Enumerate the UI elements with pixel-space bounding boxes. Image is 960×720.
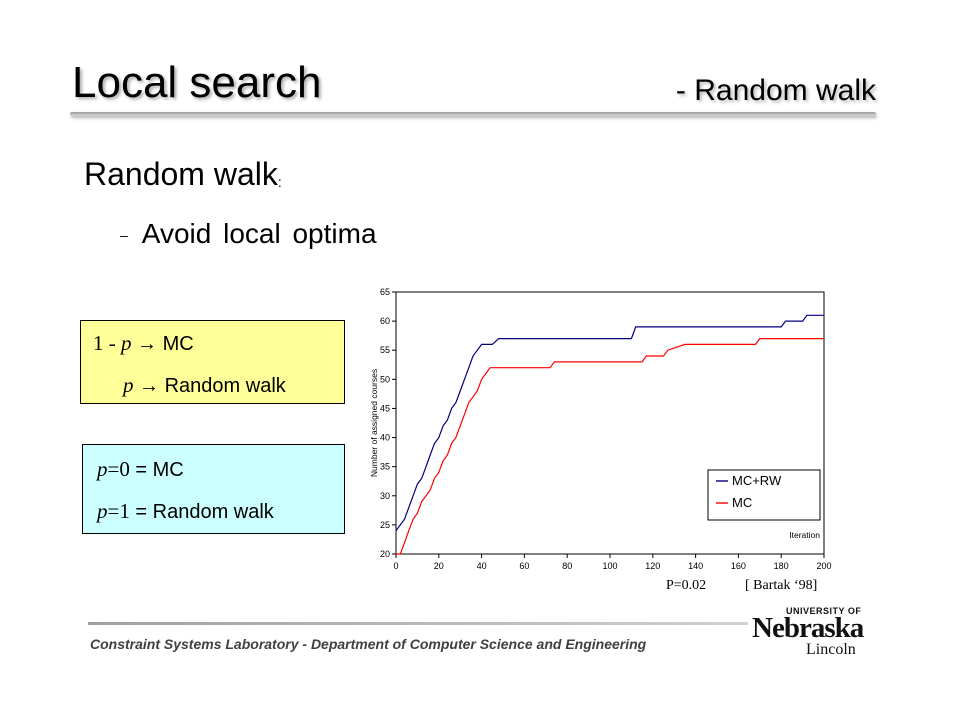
probability-caption: P=0.02 <box>666 578 707 593</box>
reference-caption: [ Bartak ‘98] <box>745 578 818 593</box>
prob-var-p: p <box>121 331 132 355</box>
y-tick-label: 45 <box>380 403 390 413</box>
ext-val-0: =0 <box>107 457 130 481</box>
prob-rw-label: → Random walk <box>133 375 286 397</box>
extremes-box: p=0 = MC p=1 = Random walk <box>82 444 345 534</box>
bullet-dash: – <box>120 227 128 243</box>
x-tick-label: 140 <box>688 561 703 571</box>
legend-label-0: MC+RW <box>732 473 782 488</box>
prob-mc-label: → MC <box>131 333 194 355</box>
y-tick-label: 25 <box>380 520 390 530</box>
series-line-1 <box>396 338 824 555</box>
probability-line-rw: p → Random walk <box>123 373 286 398</box>
y-tick-label: 50 <box>380 374 390 384</box>
section-heading-text: Random walk <box>84 156 278 192</box>
legend-box <box>707 469 821 521</box>
y-tick-label: 35 <box>380 462 390 472</box>
probability-box: 1 - p → MC p → Random walk <box>80 320 345 404</box>
bullet-text: Avoid local optima <box>141 218 377 249</box>
ext-mc-label: = MC <box>129 459 184 481</box>
series-line-0 <box>395 314 824 532</box>
bullet-item: – Avoid local optima <box>120 218 377 250</box>
x-tick-label: 180 <box>774 561 789 571</box>
x-tick-label: 100 <box>602 561 617 571</box>
y-axis-label: Number of assigned courses <box>369 369 379 477</box>
y-tick-label: 60 <box>380 316 390 326</box>
ext-var-p: p <box>97 457 108 481</box>
x-tick-label: 160 <box>731 561 746 571</box>
logo-university-text: UNIVERSITY OF <box>786 606 862 616</box>
x-tick-label: 40 <box>477 561 487 571</box>
slide-title: Local search <box>72 58 322 107</box>
x-tick-label: 60 <box>519 561 529 571</box>
slide-subtitle: - Random walk <box>675 74 876 107</box>
ext-val-1: =1 <box>107 499 130 523</box>
footer-lab-name: Constraint Systems Laboratory - Departme… <box>90 636 647 652</box>
y-tick-label: 65 <box>380 287 390 297</box>
title-divider <box>70 112 876 116</box>
x-tick-label: 20 <box>434 561 444 571</box>
y-tick-label: 20 <box>380 549 390 559</box>
university-logo: UNIVERSITY OF Nebraska Lincoln <box>752 606 864 658</box>
logo-campus-text: Lincoln <box>806 641 856 658</box>
y-tick-label: 55 <box>380 345 390 355</box>
x-tick-label: 80 <box>562 561 572 571</box>
logo-name-text: Nebraska <box>752 612 864 644</box>
prob-prefix: 1 - <box>93 331 121 355</box>
x-tick-label: 120 <box>645 561 660 571</box>
extreme-line-mc: p=0 = MC <box>97 457 184 482</box>
x-axis-label: Iteration <box>789 530 820 540</box>
ext-rw-label: = Random walk <box>129 501 274 523</box>
probability-line-mc: 1 - p → MC <box>93 331 194 356</box>
y-tick-label: 40 <box>380 433 390 443</box>
footer-divider <box>88 622 748 625</box>
y-tick-label: 30 <box>380 491 390 501</box>
section-heading: Random walk: <box>84 156 282 193</box>
extreme-line-rw: p=1 = Random walk <box>97 499 274 524</box>
section-heading-colon: : <box>277 174 282 190</box>
x-tick-label: 200 <box>816 561 831 571</box>
legend-label-1: MC <box>732 495 752 510</box>
prob-var-p2: p <box>123 373 134 397</box>
x-tick-label: 0 <box>393 561 398 571</box>
ext-var-p2: p <box>97 499 108 523</box>
